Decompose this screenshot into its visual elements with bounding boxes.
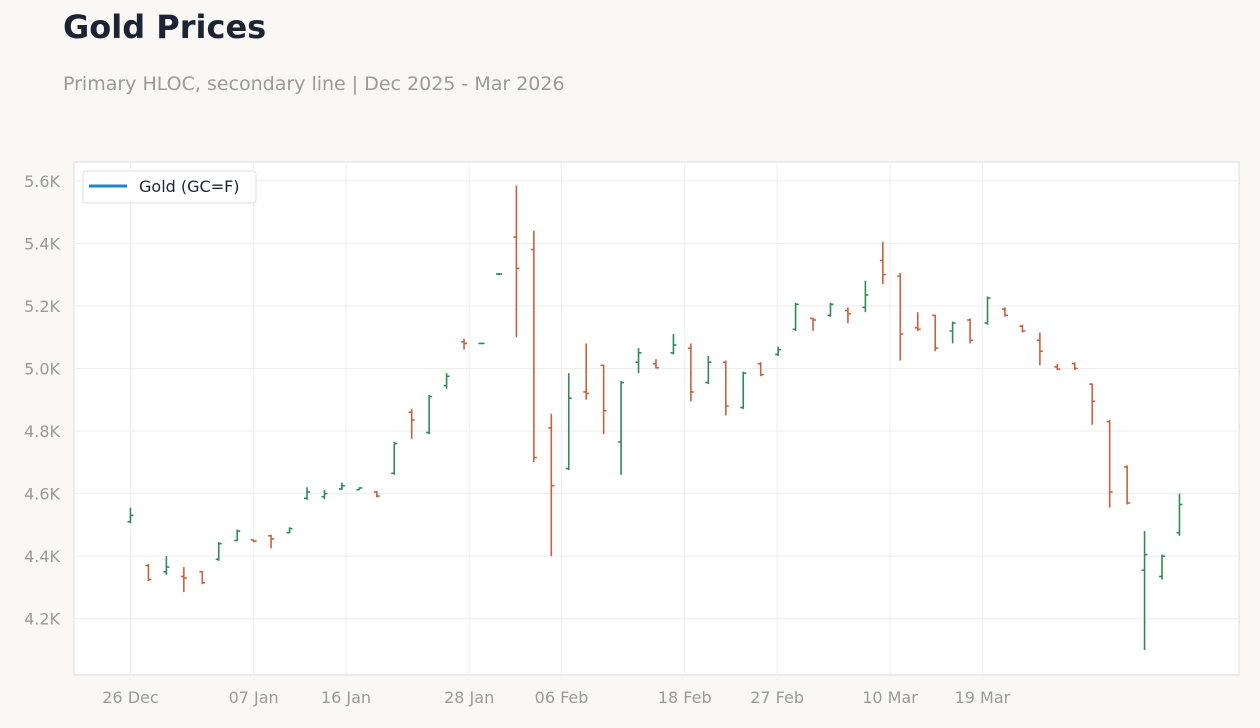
- ohlc-bar[interactable]: [792, 302, 799, 331]
- ohlc-bar[interactable]: [1141, 531, 1148, 650]
- ohlc-bar[interactable]: [618, 380, 625, 475]
- ohlc-bar[interactable]: [548, 413, 555, 557]
- ohlc-bar[interactable]: [356, 487, 363, 491]
- x-tick-label: 10 Mar: [862, 688, 918, 707]
- legend[interactable]: Gold (GC=F): [82, 170, 257, 204]
- ohlc-bar[interactable]: [932, 314, 939, 352]
- ohlc-bar[interactable]: [513, 185, 520, 338]
- y-tick-label: 4.8K: [24, 422, 60, 441]
- ohlc-bar[interactable]: [984, 296, 991, 325]
- ohlc-bar[interactable]: [879, 241, 886, 284]
- ohlc-bar[interactable]: [827, 302, 834, 317]
- ohlc-bar[interactable]: [1054, 363, 1061, 371]
- ohlc-bar[interactable]: [1159, 554, 1166, 580]
- chart-subtitle: Primary HLOC, secondary line | Dec 2025 …: [63, 73, 565, 95]
- ohlc-bar[interactable]: [530, 230, 537, 463]
- ohlc-bar[interactable]: [250, 539, 257, 543]
- ohlc-bar[interactable]: [127, 507, 134, 524]
- ohlc-bar[interactable]: [268, 534, 275, 549]
- ohlc-bar[interactable]: [461, 338, 468, 350]
- ohlc-bar[interactable]: [163, 556, 170, 575]
- x-tick-label: 07 Jan: [229, 688, 279, 707]
- ohlc-bar[interactable]: [321, 489, 328, 500]
- ohlc-bar[interactable]: [687, 343, 694, 402]
- ohlc-bar[interactable]: [775, 346, 782, 356]
- ohlc-bar[interactable]: [373, 491, 380, 498]
- x-tick-label: 27 Feb: [750, 688, 804, 707]
- y-tick-label: 5.6K: [24, 172, 60, 191]
- ohlc-bar[interactable]: [215, 542, 222, 561]
- y-axis: 4.2K 4.4K 4.6K 4.8K 5.0K 5.2K 5.4K 5.6K: [24, 172, 60, 629]
- x-tick-label: 26 Dec: [102, 688, 158, 707]
- grid-lines: [74, 162, 1239, 675]
- ohlc-bar[interactable]: [810, 317, 817, 331]
- ohlc-bar[interactable]: [391, 441, 398, 475]
- ohlc-bar[interactable]: [1036, 332, 1043, 366]
- ohlc-bar[interactable]: [1001, 307, 1008, 317]
- ohlc-bar[interactable]: [145, 563, 152, 582]
- ohlc-bar[interactable]: [583, 343, 590, 400]
- ohlc-bar[interactable]: [635, 348, 642, 374]
- ohlc-bar[interactable]: [286, 527, 293, 534]
- x-tick-label: 06 Feb: [535, 688, 589, 707]
- ohlc-bar[interactable]: [757, 362, 764, 377]
- ohlc-bar[interactable]: [1089, 383, 1096, 425]
- ohlc-bar[interactable]: [408, 409, 415, 439]
- ohlc-bar[interactable]: [478, 342, 485, 345]
- y-tick-label: 4.6K: [24, 485, 60, 504]
- y-tick-label: 5.0K: [24, 359, 60, 378]
- x-tick-label: 28 Jan: [444, 688, 494, 707]
- ohlc-bar[interactable]: [862, 280, 869, 313]
- ohlc-bar[interactable]: [967, 318, 974, 344]
- ohlc-bar[interactable]: [949, 321, 956, 344]
- ohlc-bar[interactable]: [495, 273, 502, 276]
- ohlc-bar[interactable]: [914, 312, 921, 331]
- x-tick-label: 19 Mar: [955, 688, 1011, 707]
- plot-area: [73, 161, 1240, 676]
- y-tick-label: 4.2K: [24, 610, 60, 629]
- ohlc-bar[interactable]: [199, 570, 206, 585]
- ohlc-bar[interactable]: [1106, 420, 1113, 508]
- ohlc-bar[interactable]: [600, 364, 607, 435]
- chart-title: Gold Prices: [63, 8, 267, 46]
- ohlc-bar[interactable]: [426, 395, 433, 435]
- ohlc-bar[interactable]: [670, 334, 677, 355]
- y-tick-label: 5.2K: [24, 297, 60, 316]
- ohlc-bar[interactable]: [705, 355, 712, 385]
- ohlc-bar[interactable]: [1019, 324, 1026, 333]
- x-tick-label: 18 Feb: [658, 688, 712, 707]
- ohlc-bar[interactable]: [443, 373, 450, 389]
- x-axis: 26 Dec 07 Jan 16 Jan 28 Jan 06 Feb 18 Feb 27 F…: [102, 688, 1010, 707]
- legend-label: Gold (GC=F): [139, 177, 240, 196]
- ohlc-bar[interactable]: [565, 373, 572, 471]
- ohlc-bar[interactable]: [722, 360, 729, 416]
- ohlc-bar[interactable]: [304, 487, 310, 500]
- x-tick-label: 16 Jan: [321, 688, 371, 707]
- ohlc-bar[interactable]: [338, 482, 345, 490]
- ohlc-bar[interactable]: [180, 567, 187, 593]
- ohlc-bar[interactable]: [844, 307, 851, 324]
- y-tick-label: 5.4K: [24, 234, 60, 253]
- ohlc-bar[interactable]: [740, 371, 747, 410]
- ohlc-bar[interactable]: [234, 529, 241, 542]
- ohlc-bar[interactable]: [1071, 362, 1078, 371]
- legend-box: [82, 170, 257, 204]
- ohlc-bar[interactable]: [1124, 465, 1131, 505]
- y-tick-label: 4.4K: [24, 547, 60, 566]
- ohlc-bar[interactable]: [897, 273, 904, 361]
- ohlc-bar[interactable]: [1176, 493, 1183, 536]
- ohlc-bar[interactable]: [652, 359, 659, 369]
- ohlc-bars: [127, 185, 1183, 650]
